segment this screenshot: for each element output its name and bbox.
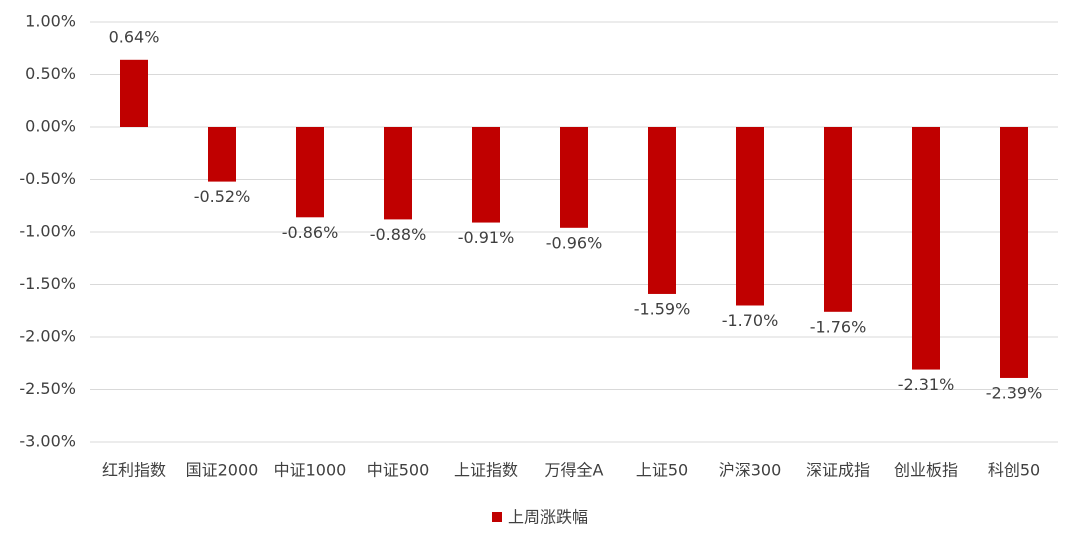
bar (296, 127, 324, 218)
x-tick-label: 沪深300 (719, 461, 782, 480)
x-tick-label: 上证指数 (454, 461, 518, 480)
bar (560, 127, 588, 228)
x-tick-label: 创业板指 (894, 461, 958, 480)
value-label: -0.96% (546, 233, 603, 252)
value-label: -0.86% (282, 223, 339, 242)
bar (384, 127, 412, 220)
value-label: -0.91% (458, 228, 515, 247)
y-tick-label: -0.50% (19, 169, 76, 188)
bar (1000, 127, 1028, 378)
x-tick-label: 红利指数 (102, 461, 166, 480)
bar (648, 127, 676, 294)
value-label: -1.76% (810, 317, 867, 336)
bar (736, 127, 764, 306)
y-tick-label: -2.50% (19, 379, 76, 398)
y-tick-label: 0.50% (25, 64, 76, 83)
value-label: -0.88% (370, 225, 427, 244)
value-label: 0.64% (109, 27, 160, 46)
y-tick-label: -1.50% (19, 274, 76, 293)
bar (824, 127, 852, 312)
y-tick-label: -1.00% (19, 222, 76, 241)
x-tick-label: 中证500 (367, 461, 430, 480)
x-tick-label: 万得全A (545, 461, 604, 480)
value-label: -0.52% (194, 187, 251, 206)
value-label: -1.70% (722, 311, 779, 330)
x-tick-label: 科创50 (988, 461, 1040, 480)
bar (472, 127, 500, 223)
bar (120, 59, 148, 127)
bar (912, 127, 940, 370)
value-label: -1.59% (634, 299, 691, 318)
value-label: -2.39% (986, 383, 1043, 402)
value-label: -2.31% (898, 375, 955, 394)
x-tick-label: 国证2000 (186, 461, 259, 480)
x-tick-label: 上证50 (636, 461, 688, 480)
bar (208, 127, 236, 182)
x-tick-label: 中证1000 (274, 461, 347, 480)
y-tick-label: -3.00% (19, 432, 76, 451)
y-tick-label: 0.00% (25, 117, 76, 136)
legend-label: 上周涨跌幅 (508, 508, 588, 527)
x-tick-label: 深证成指 (806, 461, 870, 480)
y-tick-label: -2.00% (19, 327, 76, 346)
legend-swatch (492, 512, 502, 522)
y-tick-label: 1.00% (25, 12, 76, 31)
